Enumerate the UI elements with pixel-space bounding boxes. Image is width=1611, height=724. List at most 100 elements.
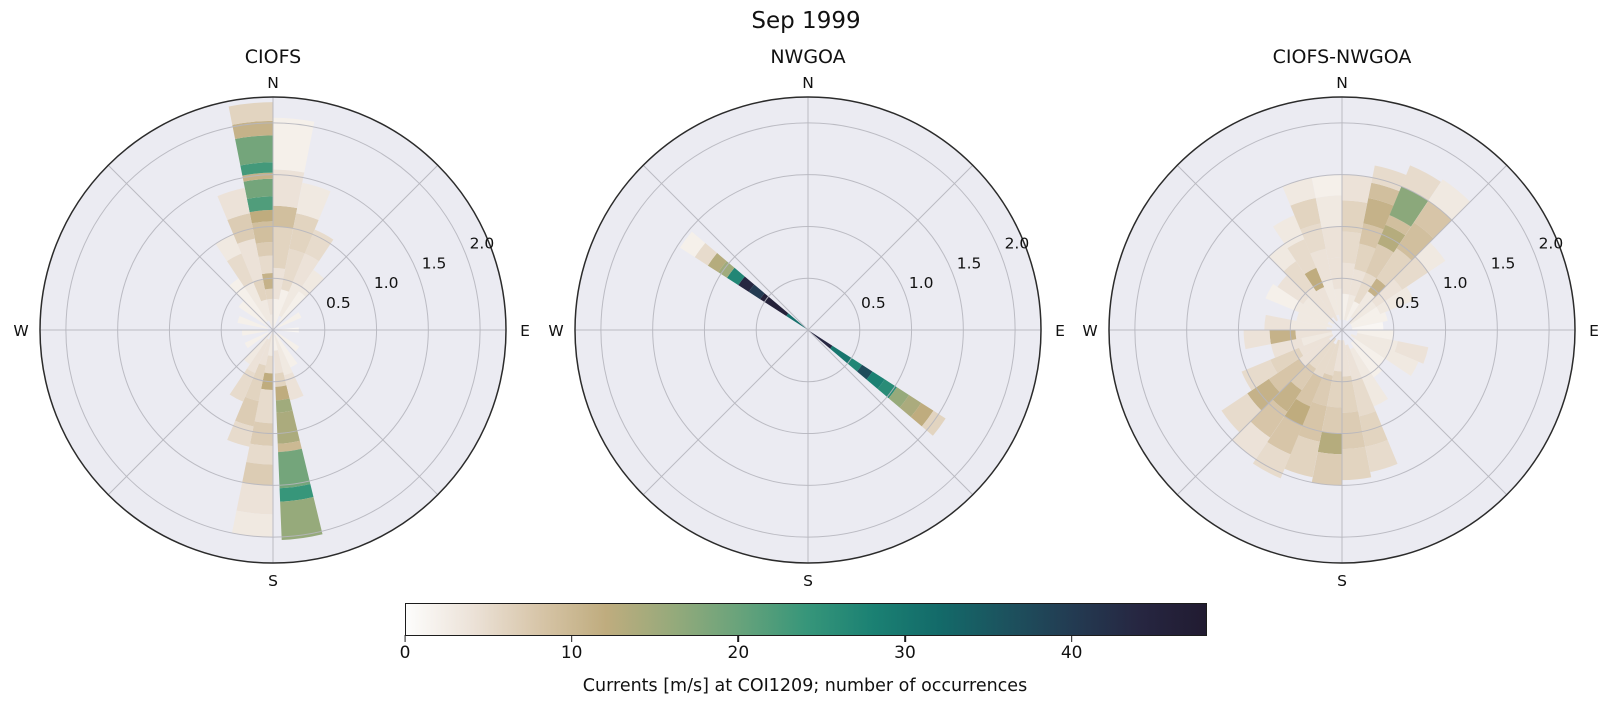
petal-segment — [1268, 358, 1306, 393]
petal-segment — [266, 298, 274, 315]
svg-text:1.0: 1.0 — [1443, 274, 1468, 292]
colorbar-tick-mark — [737, 635, 740, 642]
petal-segment — [1363, 377, 1388, 407]
petal-segment — [278, 282, 302, 318]
cardinal-labels: N E S W — [13, 74, 530, 590]
petal-segment — [296, 182, 331, 220]
petal-segment — [255, 241, 274, 257]
petal-segment — [246, 338, 270, 373]
petal-segment — [249, 209, 274, 224]
polar-grid — [575, 97, 1041, 563]
colorbar-tick-label: 20 — [727, 643, 750, 663]
petal-segment — [227, 420, 254, 447]
petal-segment — [727, 267, 745, 286]
petal-segment — [1341, 174, 1373, 204]
petal-segment — [1298, 338, 1332, 367]
petal-segment — [1394, 341, 1429, 364]
petal-segment — [1350, 333, 1390, 359]
petal-segment — [237, 238, 263, 283]
petal-segment — [1357, 329, 1394, 341]
petal-segment — [1333, 288, 1343, 320]
petal-segment — [1345, 344, 1362, 381]
petal-segment — [278, 291, 306, 323]
petal-segment — [235, 396, 259, 427]
petal-segment — [1221, 393, 1262, 433]
petal-segment — [237, 316, 269, 329]
petal-segment — [857, 364, 873, 380]
petal-segment — [1267, 416, 1303, 455]
petal-segment — [275, 334, 298, 368]
svg-text:2.0: 2.0 — [1539, 234, 1564, 252]
petal-segment — [1283, 261, 1314, 294]
petal-segment — [1401, 165, 1441, 201]
colorbar-tick: 10 — [560, 635, 583, 663]
svg-text:1.5: 1.5 — [957, 254, 982, 272]
petal-segment — [1270, 347, 1304, 374]
cardinal-labels: N E S W — [548, 74, 1065, 590]
petal-segment — [1317, 431, 1343, 455]
petal-segment — [243, 178, 274, 199]
petal-segment — [258, 255, 274, 275]
cardinal-n: N — [267, 74, 279, 92]
petal-segment — [1341, 375, 1359, 413]
petal-segment — [1310, 248, 1332, 283]
petal-segment — [1352, 338, 1386, 367]
petal-segment — [244, 282, 270, 322]
colorbar-tick: 30 — [894, 635, 916, 662]
petal-segment — [1356, 333, 1398, 352]
petal-segment — [1345, 301, 1360, 322]
petal-segment — [259, 330, 273, 366]
colorbar-tick-label: 40 — [1060, 643, 1083, 663]
petal-segment — [298, 269, 325, 298]
petal-segment — [1303, 297, 1335, 325]
petal-segment — [1393, 256, 1429, 290]
colorbar-tick-label: 10 — [560, 643, 583, 663]
subplot-title-ciofs: CIOFS — [244, 46, 302, 68]
petal-segment — [1327, 257, 1343, 290]
petal-segment — [1312, 373, 1333, 407]
petal-segment — [274, 334, 293, 376]
petal-segment — [250, 421, 273, 446]
petal-segment — [276, 410, 300, 444]
petal-segment — [1277, 275, 1310, 305]
petal-segment — [1272, 381, 1302, 412]
r-tick-labels: 0.5 1.0 1.5 2.0 — [861, 234, 1029, 311]
petal-segment — [273, 350, 284, 374]
cardinal-n: N — [802, 74, 814, 92]
petal-segment — [1252, 441, 1291, 479]
petal-segment — [679, 231, 706, 258]
petal-segment — [304, 229, 334, 262]
petal-segment — [1396, 222, 1434, 261]
petal-segment — [1298, 401, 1327, 442]
petal-segment — [1351, 312, 1388, 328]
petal-segment — [240, 162, 274, 176]
petal-segment — [1368, 182, 1400, 206]
polar-spine — [39, 96, 507, 564]
petal-segment — [229, 278, 268, 323]
petal-segment — [1333, 340, 1343, 372]
petal-segment — [1322, 279, 1339, 316]
petal-segment — [1282, 177, 1316, 206]
petal-segment — [1316, 286, 1339, 322]
petal-segment — [1290, 362, 1317, 391]
petal-segment — [273, 289, 289, 330]
petal-segment — [273, 330, 278, 351]
polar-grid — [1109, 97, 1575, 563]
petal-segment — [1376, 248, 1412, 287]
petal-segment — [228, 102, 274, 125]
petal-segment — [1265, 284, 1299, 311]
petal-segment — [254, 388, 273, 424]
petal-segment — [1353, 272, 1377, 305]
petal-segment — [1341, 200, 1368, 234]
polar-plot-ciofs-nwgoa: 0.5 1.0 1.5 2.0 N E S W — [1082, 74, 1599, 590]
petals — [679, 231, 946, 436]
colorbar-tick-mark — [570, 635, 573, 642]
cardinal-e: E — [1055, 322, 1065, 340]
petal-segment — [238, 300, 270, 328]
colorbar-ticks: 0 10 20 30 40 — [400, 635, 1205, 671]
petal-segment — [1349, 269, 1366, 297]
petal-segment — [1241, 359, 1278, 391]
petal-segment — [1365, 243, 1394, 279]
petal-segment — [830, 345, 852, 364]
